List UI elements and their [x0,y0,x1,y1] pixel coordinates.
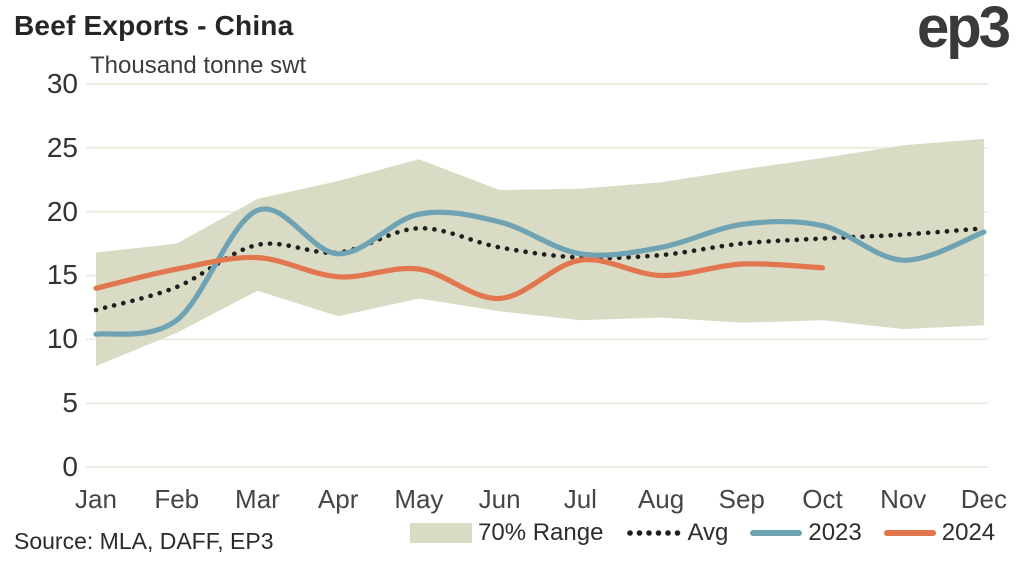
x-tick-label: Nov [880,484,927,514]
x-tick-label: Oct [802,484,843,514]
legend-item-2023: 2023 [750,519,862,547]
page-title: Beef Exports - China [14,10,294,41]
avg-dotted-line-icon [627,530,681,536]
line-2024 [93,254,826,302]
x-tick-label: May [394,484,444,514]
x-tick-label: Mar [235,484,280,514]
y-tick-label: 20 [46,195,78,227]
x-tick-label: Jun [478,484,521,514]
x-tick-label: Dec [960,484,1008,514]
y-tick-label: 5 [62,387,78,419]
legend-item-2024: 2024 [883,519,996,547]
y-tick-label: 25 [46,131,78,163]
x-tick-label: Jan [75,484,117,514]
x-tick-label: Aug [637,484,685,514]
y-tick-label: 15 [46,259,78,291]
legend-item-range: 70% Range [410,519,603,547]
legend-label-range: 70% Range [478,519,604,546]
range-band-swatch-icon [410,523,472,543]
x-tick-label: Sep [718,484,765,514]
y-axis-unit-label: Thousand tonne swt [90,52,307,79]
legend-item-avg: Avg [625,519,728,547]
chart-legend: 70% Range Avg 2023 2024 [410,519,995,547]
range-band [96,138,984,367]
legend-label-avg: Avg [687,519,729,546]
ep3-logo: ep3 [917,0,1011,60]
source-note: Source: MLA, DAFF, EP3 [14,528,274,554]
y-tick-label: 0 [62,451,78,482]
legend-label-2023: 2023 [808,519,862,546]
avg-line [93,225,987,313]
y-tick-label: 10 [46,323,78,355]
x-tick-label: Jul [563,484,597,514]
line-2023-icon [750,530,803,536]
line-2024-icon [883,530,936,536]
x-tick-label: Feb [154,484,200,514]
legend-label-2024: 2024 [941,519,996,546]
x-tick-label: Apr [317,484,359,514]
y-tick-label: 30 [46,67,78,99]
line-2023 [93,206,987,337]
